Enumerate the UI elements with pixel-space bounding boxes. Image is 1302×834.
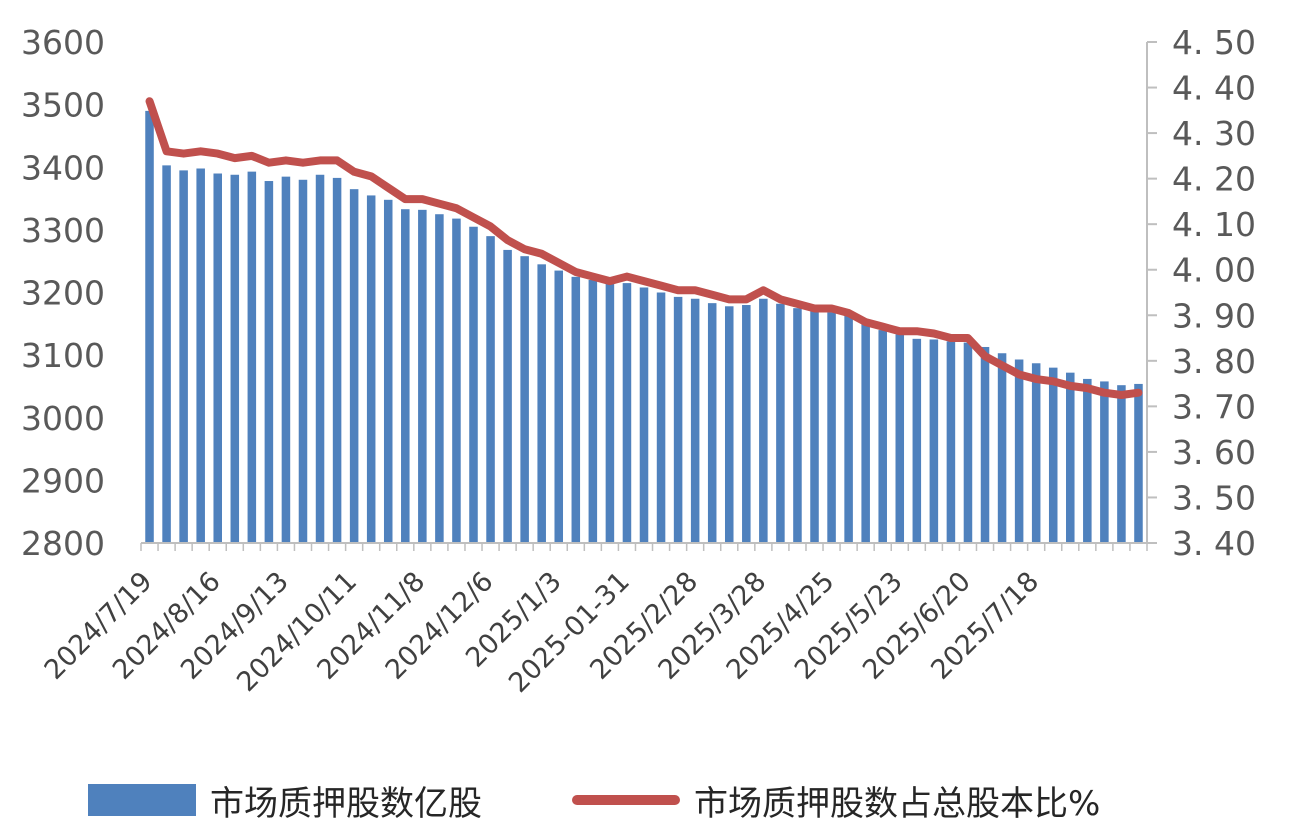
left-tick-label: 3600 [21,23,105,62]
bar [776,303,785,543]
bar [980,346,990,543]
bar-series [145,110,1143,544]
bar [605,281,615,543]
bar [298,179,308,543]
bar [810,311,819,543]
right-tick-label: 4. 20 [1172,160,1256,199]
left-tick-label: 2900 [21,461,105,500]
legend-bar-swatch [88,784,196,816]
legend-line-label: 市场质押股数占总股本比% [694,783,1101,824]
left-tick-label: 3300 [21,211,105,250]
bar [179,170,188,543]
bar [690,298,700,543]
bar [196,168,205,543]
bar [366,195,376,543]
bar [742,305,751,543]
left-tick-label: 3000 [21,399,105,438]
bar [418,209,427,543]
left-axis-labels: 2800 2900 3000 3100 3200 3300 3400 3500 3600 [21,23,105,563]
bar [759,298,768,543]
bar [1134,383,1143,543]
bar [656,292,666,543]
chart-axes [140,41,1157,551]
legend-line-swatch [572,795,680,805]
left-tick-label: 3200 [21,274,105,313]
bar [861,322,870,543]
legend-item-bar: 市场质押股数亿股 [88,772,482,828]
bar [145,110,154,543]
legend-item-line: 市场质押股数占总股本比% [572,772,1100,828]
right-axis-labels: 3. 40 3. 50 3. 60 3. 70 3. 80 3. 90 4. 00 4. 10… [1172,23,1256,563]
bar [1083,378,1092,543]
bar [469,226,478,544]
bar [963,342,973,543]
right-tick-label: 4. 30 [1172,114,1256,153]
bar [827,312,836,543]
bar [793,308,802,543]
bar [707,303,717,543]
left-tick-label: 3100 [21,336,105,375]
bar [929,339,939,543]
bar [895,334,905,543]
right-tick-label: 3. 50 [1172,478,1256,517]
right-tick-label: 4. 00 [1172,251,1256,290]
bar [622,283,632,543]
bar [486,236,495,543]
right-tick-label: 4. 10 [1172,205,1256,244]
left-tick-label: 3400 [21,148,105,187]
right-tick-label: 3. 60 [1172,433,1256,472]
bar [554,270,564,543]
bar [912,338,922,543]
bar [520,256,529,543]
bar [435,214,444,543]
bar [997,353,1007,543]
bar [247,171,257,543]
right-tick-label: 3. 40 [1172,524,1256,563]
bar [588,279,598,543]
right-tick-label: 4. 50 [1172,23,1256,62]
x-axis-labels: 2024/7/192024/8/162024/9/132024/10/11202… [39,566,1045,699]
bar [537,264,546,543]
bar [349,189,359,544]
bar [1117,385,1126,543]
line-series [145,97,1143,399]
bar [230,174,240,543]
bar [1066,372,1075,543]
bar [452,218,461,543]
bar [946,341,956,543]
right-tick-label: 3. 90 [1172,296,1256,335]
left-tick-label: 3500 [21,86,105,125]
bar [401,209,410,543]
bar [162,165,171,543]
bar [673,296,683,543]
line-path [145,97,1143,399]
right-tick-label: 4. 40 [1172,69,1256,108]
bar [383,199,393,543]
bar [1048,367,1058,543]
bar [281,176,291,543]
legend: 市场质押股数亿股 市场质押股数占总股本比% [0,772,1302,828]
bar [724,306,734,543]
right-tick-label: 3. 80 [1172,342,1256,381]
bar [315,174,325,543]
bar [264,181,274,543]
right-tick-label: 3. 70 [1172,387,1256,426]
bar [571,276,581,543]
bar [639,287,649,543]
bar [1031,363,1041,543]
bar [213,173,222,543]
combo-chart: 2800 2900 3000 3100 3200 3300 3400 3500 3600 3. … [21,23,1256,699]
bar [878,330,887,543]
bar [332,177,342,543]
bar [1014,359,1024,543]
bar [844,314,853,543]
bar [1100,381,1109,543]
left-tick-label: 2800 [21,524,105,563]
legend-bar-label: 市场质押股数亿股 [210,783,482,824]
bar [503,249,512,544]
